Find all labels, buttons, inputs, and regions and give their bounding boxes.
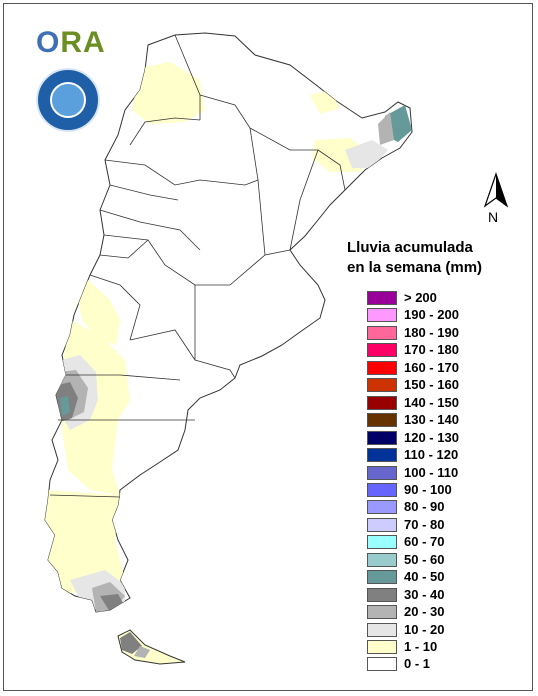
legend-swatch (367, 500, 397, 515)
legend-label: 30 - 40 (404, 586, 445, 602)
legend-item: 30 - 40 (367, 586, 527, 604)
legend-label: 90 - 100 (404, 481, 452, 497)
legend-swatch (367, 657, 397, 672)
legend-item: 150 - 160 (367, 376, 527, 394)
legend-item: 80 - 90 (367, 498, 527, 516)
legend-swatch (367, 308, 397, 323)
legend-item: 170 - 180 (367, 341, 527, 359)
legend-label: 0 - 1 (404, 656, 431, 672)
legend-item: 10 - 20 (367, 621, 527, 639)
legend-item: 190 - 200 (367, 306, 527, 324)
legend-label: 110 - 120 (404, 447, 459, 463)
legend-swatch (367, 360, 397, 375)
legend-swatch (367, 552, 397, 567)
legend-swatch (367, 448, 397, 463)
legend-title-line2: en la semana (mm) (347, 259, 483, 276)
legend-swatch (367, 343, 397, 358)
legend-swatch (367, 640, 397, 654)
north-arrow-icon (483, 172, 509, 208)
legend-item: 130 - 140 (367, 411, 527, 429)
legend-swatch (367, 587, 397, 602)
legend-label: 190 - 200 (404, 307, 459, 323)
legend-item: 1 - 10 (367, 638, 527, 656)
legend-swatch (367, 291, 397, 305)
ora-logo: ORA (36, 26, 106, 59)
legend-item: 50 - 60 (367, 551, 527, 569)
legend-item: 120 - 130 (367, 429, 527, 447)
legend-swatch (367, 517, 397, 532)
legend-item: > 200 (367, 289, 527, 307)
rain-zone-10-20-mesopotamia (345, 140, 388, 168)
legend-item: 70 - 80 (367, 516, 527, 534)
legend-label: > 200 (404, 290, 437, 305)
north-arrow-label: N (488, 209, 499, 225)
legend-item: 180 - 190 (367, 324, 527, 342)
legend-label: 120 - 130 (404, 429, 459, 445)
legend-item: 90 - 100 (367, 481, 527, 499)
rain-zone-30-40-tierra-del-fuego (120, 632, 142, 654)
legend-label: 40 - 50 (404, 569, 445, 585)
legend-item: 100 - 110 (367, 464, 527, 482)
legend-swatch (367, 378, 397, 393)
legend-item: 0 - 1 (367, 655, 527, 673)
legend-label: 60 - 70 (404, 534, 445, 550)
legend-swatch (367, 395, 397, 410)
legend-swatch (367, 325, 397, 340)
legend-title-line1: Lluvia acumulada (347, 239, 473, 256)
legend-label: 100 - 110 (404, 464, 459, 480)
legend-swatch (367, 622, 397, 637)
legend-item: 140 - 150 (367, 394, 527, 412)
legend-swatch (367, 413, 397, 428)
rain-zone-1-10-north (132, 62, 205, 124)
legend-swatch (367, 482, 397, 497)
legend-swatch (367, 465, 397, 480)
rain-zone-1-10-patagonia-south (45, 490, 125, 595)
legend-swatch (367, 570, 397, 585)
legend-label: 70 - 80 (404, 516, 445, 532)
legend-label: 180 - 190 (404, 324, 459, 340)
legend-swatch (367, 535, 397, 550)
province-boundaries (49, 34, 346, 498)
legend-item: 60 - 70 (367, 533, 527, 551)
legend-swatch (367, 430, 397, 445)
legend-item: 40 - 50 (367, 568, 527, 586)
smn-seal-logo (36, 68, 100, 132)
legend-label: 170 - 180 (404, 342, 459, 358)
legend-label: 140 - 150 (404, 394, 459, 410)
legend-label: 50 - 60 (404, 551, 445, 567)
legend-label: 130 - 140 (404, 412, 459, 428)
legend-label: 10 - 20 (404, 621, 445, 637)
legend-label: 20 - 30 (404, 604, 445, 620)
legend-label: 1 - 10 (404, 639, 438, 654)
rain-zone-10-20-misiones (378, 112, 394, 145)
legend-label: 160 - 170 (404, 359, 459, 375)
legend-label: 80 - 90 (404, 499, 445, 515)
argentina-mainland (44, 32, 413, 613)
rain-zone-40-50-andes (60, 396, 70, 416)
legend-item: 20 - 30 (367, 603, 527, 621)
legend-item: 160 - 170 (367, 359, 527, 377)
rain-zone-20-30-tierra-del-fuego (134, 646, 150, 658)
legend-label: 150 - 160 (404, 377, 459, 393)
rain-zone-1-10-cuyo (78, 280, 120, 345)
legend-item: 110 - 120 (367, 446, 527, 464)
legend-swatch (367, 605, 397, 620)
